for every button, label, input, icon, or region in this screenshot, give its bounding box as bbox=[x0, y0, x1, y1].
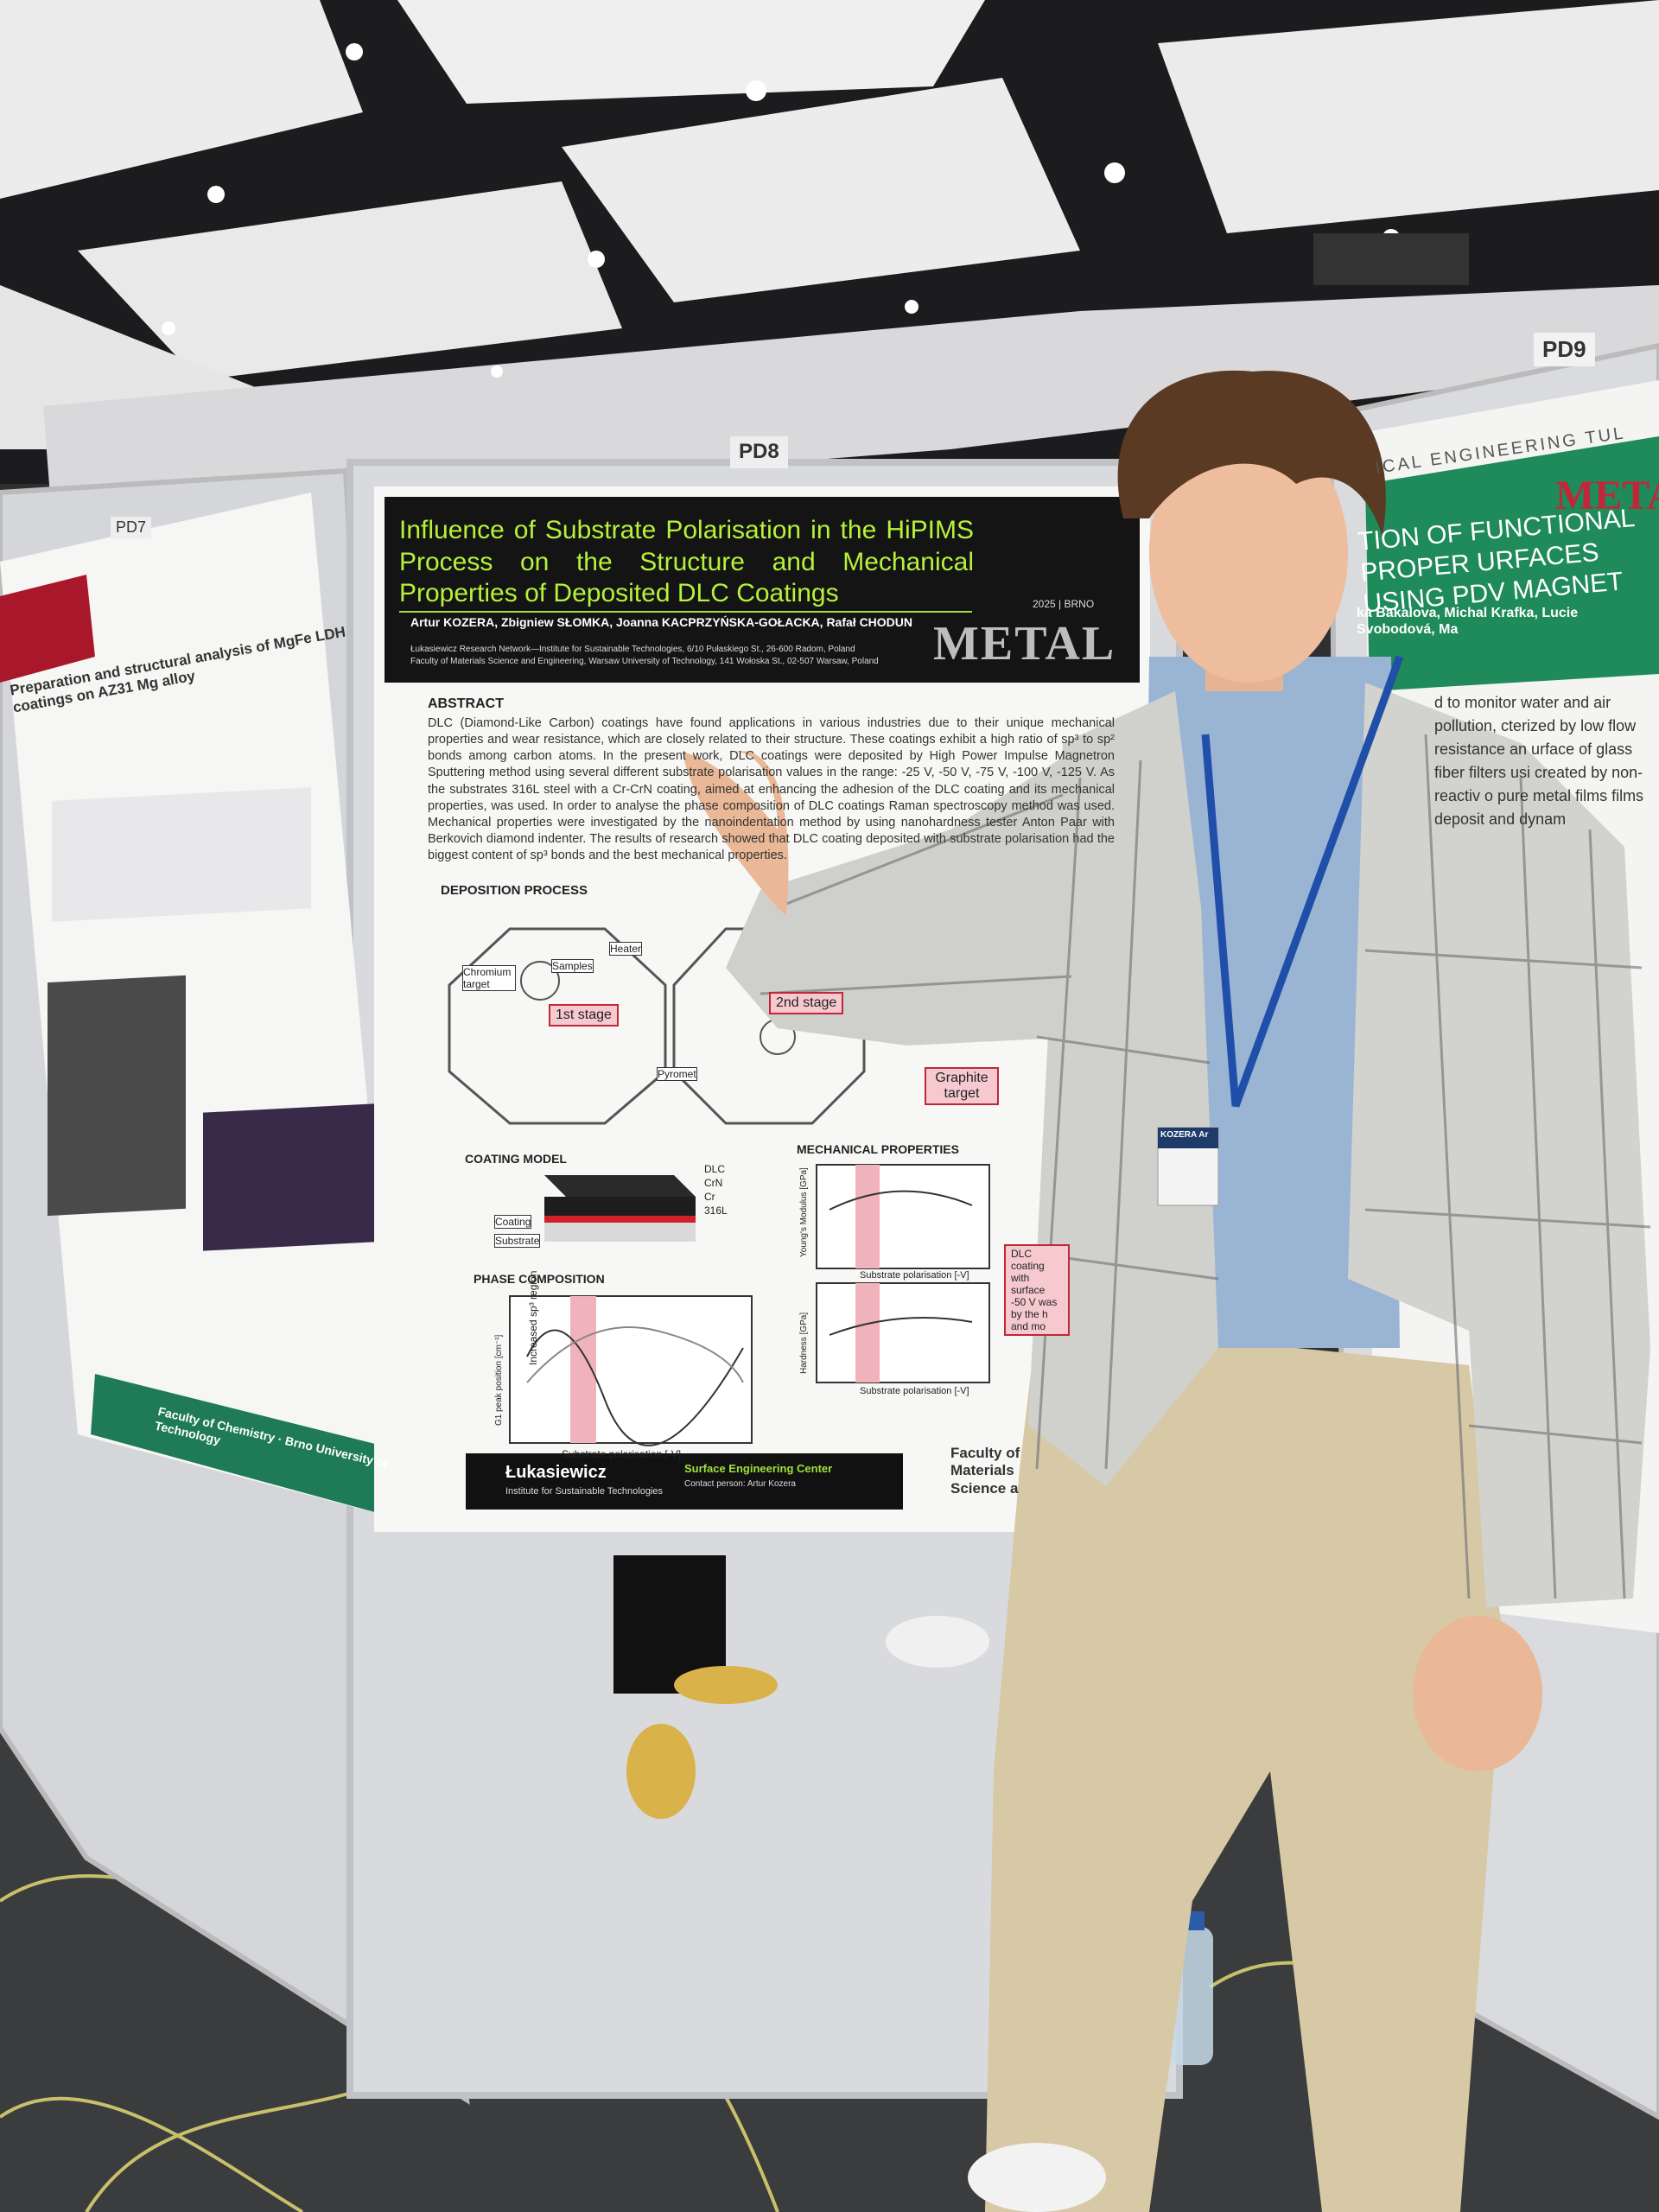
diagram-label: Samples bbox=[551, 959, 594, 973]
footer-center: Surface Engineering Center bbox=[684, 1462, 833, 1475]
booth-number: PD7 bbox=[111, 517, 152, 539]
visitor-shoe bbox=[674, 1666, 778, 1704]
diagram-label: Chromium target bbox=[462, 965, 516, 991]
jacket-sleeve bbox=[726, 752, 1080, 1046]
coating-label: Substrate bbox=[494, 1234, 541, 1248]
layer-top bbox=[544, 1197, 696, 1216]
ceiling-panel bbox=[1158, 0, 1659, 233]
trousers bbox=[985, 1322, 1503, 2212]
hair bbox=[1117, 370, 1386, 536]
hardness-curve bbox=[829, 1317, 973, 1336]
axis-label: Substrate polarisation [-V] bbox=[860, 1386, 969, 1396]
left-poster-logo bbox=[0, 575, 95, 683]
layer-steel bbox=[544, 1223, 696, 1242]
visitor-shoe bbox=[886, 1616, 989, 1668]
poster-affiliation: Łukasiewicz Research Network—Institute f… bbox=[410, 645, 855, 654]
poster-footer bbox=[466, 1453, 903, 1510]
shoe bbox=[968, 2143, 1106, 2212]
young-curve bbox=[829, 1190, 973, 1211]
phase-curve bbox=[526, 1329, 744, 1446]
stage-label: 1st stage bbox=[549, 1004, 619, 1027]
face bbox=[1149, 423, 1348, 683]
ceiling-panel bbox=[397, 0, 985, 104]
visitor-shoe bbox=[626, 1724, 696, 1819]
section-heading: COATING MODEL bbox=[465, 1152, 567, 1166]
axis-label: G1 peak position [cm⁻¹] bbox=[494, 1334, 504, 1426]
axis-label: Young's Modulus [GPa] bbox=[799, 1167, 809, 1257]
ceiling-panel bbox=[562, 78, 1080, 302]
right-poster-logo: METAL bbox=[1555, 473, 1659, 518]
right-poster-authors: ka Bakalova, Michal Krafka, Lucie Svobod… bbox=[1357, 606, 1579, 638]
layer-label: CrN bbox=[704, 1177, 723, 1189]
hardness-band bbox=[855, 1283, 880, 1382]
ceiling-panel bbox=[0, 0, 363, 199]
section-heading: DEPOSITION PROCESS bbox=[441, 883, 588, 898]
hand-pointing bbox=[683, 751, 789, 916]
section-heading: MECHANICAL PROPERTIES bbox=[797, 1142, 959, 1156]
ceiling-vent bbox=[1313, 233, 1469, 285]
diagram-label: Pyromet bbox=[657, 1067, 697, 1081]
left-poster-footer bbox=[91, 1374, 406, 1521]
hand-resting bbox=[1413, 1616, 1542, 1771]
left-poster-maps bbox=[203, 1103, 376, 1251]
poster-title: Influence of Substrate Polarisation in t… bbox=[399, 516, 974, 608]
lanyard bbox=[1201, 655, 1404, 1108]
phase-chart bbox=[509, 1295, 753, 1444]
layer-dlc bbox=[544, 1175, 696, 1197]
phase-curve bbox=[526, 1326, 744, 1383]
event-logo: METAL bbox=[933, 617, 1116, 671]
ceiling-panel bbox=[78, 181, 622, 380]
hardness-chart bbox=[816, 1282, 990, 1383]
axis-label: Substrate polarisation [-V] bbox=[860, 1270, 969, 1281]
booth-number: PD8 bbox=[730, 436, 788, 468]
abstract-text: DLC (Diamond-Like Carbon) coatings have … bbox=[428, 716, 1115, 862]
footer-org: Łukasiewicz bbox=[505, 1463, 607, 1482]
event-year: 2025 | BRNO bbox=[1033, 598, 1095, 610]
carousel bbox=[520, 961, 560, 1001]
left-poster-figure bbox=[52, 787, 311, 922]
right-poster-text: d to monitor water and air pollution, ct… bbox=[1434, 694, 1644, 828]
layer-crn bbox=[544, 1216, 696, 1223]
badge-name: KOZERA Ar bbox=[1160, 1130, 1209, 1140]
poster-header bbox=[385, 497, 1140, 683]
section-heading: PHASE COMPOSITION bbox=[474, 1272, 605, 1286]
footer-org-sub: Institute for Sustainable Technologies bbox=[505, 1486, 664, 1497]
young-band bbox=[855, 1165, 880, 1268]
booth-number: PD9 bbox=[1534, 333, 1595, 367]
sp3-label: Increased sp³ region bbox=[527, 1270, 539, 1365]
stage-label: 2nd stage bbox=[769, 992, 844, 1014]
footer-contact: Contact person: Artur Kozera bbox=[684, 1479, 796, 1489]
layer-label: DLC bbox=[704, 1163, 726, 1175]
axis-label: Hardness [GPa] bbox=[799, 1312, 809, 1374]
axis-label: Substrate polarisation [-V] bbox=[562, 1448, 682, 1460]
layer-label: 316L bbox=[704, 1205, 728, 1217]
conclusion-box: DLC coating with surface -50 V was by th… bbox=[1004, 1244, 1070, 1336]
left-poster bbox=[0, 493, 406, 1521]
layer-label: Cr bbox=[704, 1191, 715, 1203]
coating-label: Coating bbox=[494, 1215, 532, 1229]
right-poster-header bbox=[1365, 436, 1659, 691]
poster-authors: Artur KOZERA, Zbigniew SŁOMKA, Joanna KA… bbox=[410, 615, 913, 629]
target-label: Graphite target bbox=[925, 1067, 999, 1105]
young-chart bbox=[816, 1164, 990, 1269]
poster-affiliation: Faculty of Materials Science and Enginee… bbox=[410, 657, 879, 666]
left-poster-micrographs bbox=[48, 975, 186, 1217]
abstract-heading: ABSTRACT bbox=[428, 696, 504, 711]
plaid bbox=[760, 734, 1651, 1599]
diagram-label: Heater bbox=[609, 942, 643, 956]
footer-faculty: Faculty of Materials Science a bbox=[950, 1445, 1020, 1497]
badge-band bbox=[1158, 1128, 1218, 1148]
jacket-right bbox=[1348, 683, 1650, 1607]
